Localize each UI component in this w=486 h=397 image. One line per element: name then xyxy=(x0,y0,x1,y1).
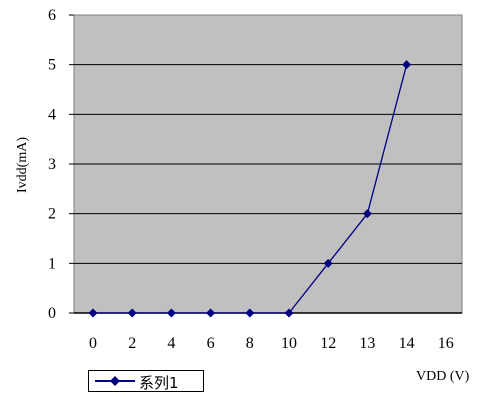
y-tick-label: 4 xyxy=(48,106,56,123)
data-point-marker xyxy=(284,308,294,318)
x-tick-label: 14 xyxy=(399,335,415,352)
data-point-marker xyxy=(127,308,137,318)
x-tick-label: 8 xyxy=(246,335,254,352)
data-point-marker xyxy=(362,209,372,219)
data-point-marker xyxy=(166,308,176,318)
x-tick-label: 12 xyxy=(320,335,336,352)
series-line xyxy=(88,60,412,318)
x-tick-label: 13 xyxy=(359,335,375,352)
y-tick-label: 6 xyxy=(48,7,56,24)
legend-marker xyxy=(95,376,135,386)
x-tick-label: 0 xyxy=(89,335,97,352)
y-tick-label: 3 xyxy=(48,156,56,173)
x-tick-label: 4 xyxy=(167,335,175,352)
x-axis-title: VDD (V) xyxy=(416,369,470,384)
legend: 系列1 xyxy=(88,370,204,392)
data-point-marker xyxy=(206,308,216,318)
data-point-marker xyxy=(88,308,98,318)
x-tick-label: 16 xyxy=(438,335,454,352)
x-tick-label: 2 xyxy=(128,335,136,352)
data-point-marker xyxy=(323,258,333,268)
y-tick-label: 0 xyxy=(48,305,56,322)
x-tick-label: 10 xyxy=(281,335,297,352)
y-axis-title: Ivdd(mA) xyxy=(15,137,30,193)
y-tick-label: 1 xyxy=(48,255,56,272)
data-point-marker xyxy=(245,308,255,318)
y-tick-label: 2 xyxy=(48,206,56,223)
x-tick-labels: 0 2 4 6 8 10 12 13 14 16 xyxy=(89,335,454,352)
y-tick-labels: 0 1 2 3 4 5 6 xyxy=(48,7,56,322)
x-tick-label: 6 xyxy=(207,335,215,352)
data-point-marker xyxy=(402,60,412,70)
legend-label: 系列1 xyxy=(139,374,179,392)
y-tick-label: 5 xyxy=(48,57,56,74)
